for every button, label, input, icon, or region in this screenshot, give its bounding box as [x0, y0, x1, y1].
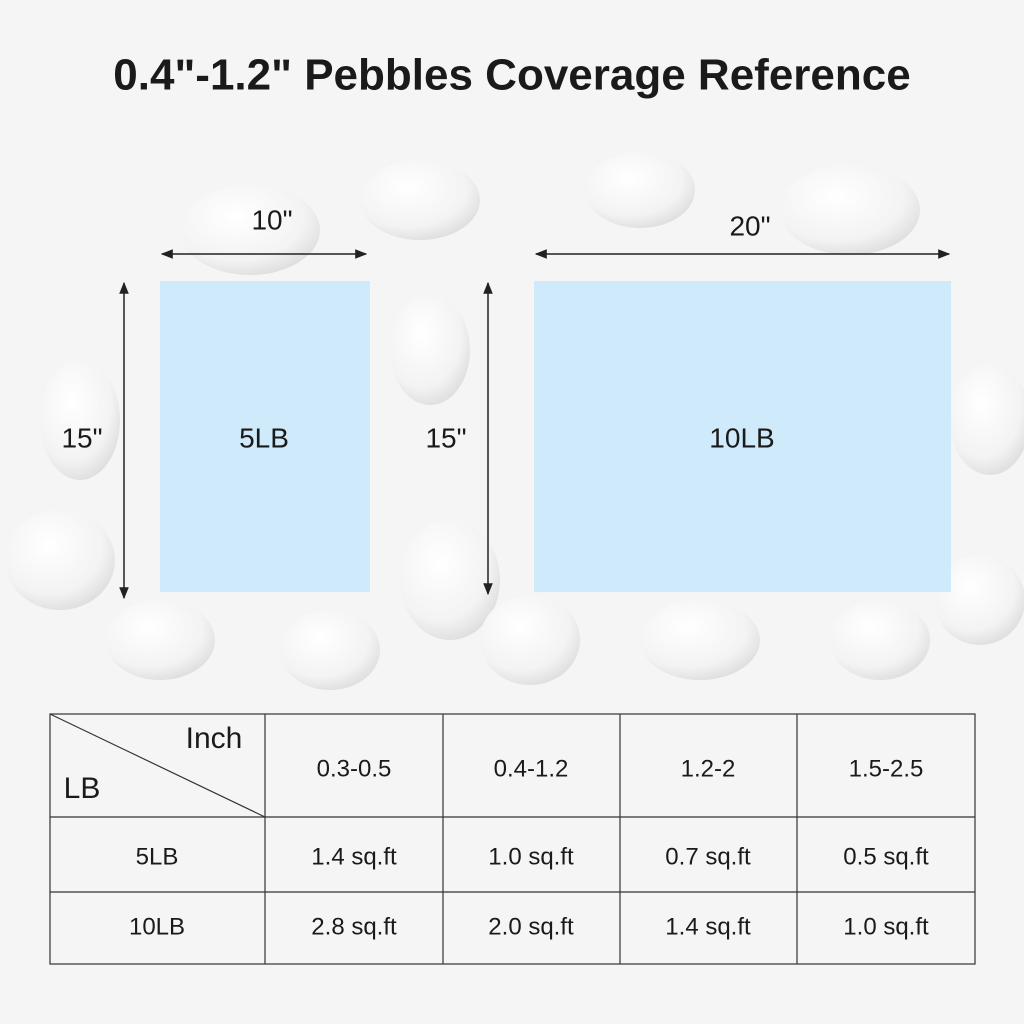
column-header: 1.2-2: [681, 755, 736, 782]
column-header: 1.5-2.5: [849, 755, 924, 782]
weight-label: 5LB: [239, 422, 289, 453]
table-cell: 1.4 sq.ft: [311, 843, 397, 870]
table-cell: 2.0 sq.ft: [488, 913, 574, 940]
column-header: 0.4-1.2: [494, 755, 569, 782]
row-header: 5LB: [136, 843, 179, 870]
table-cell: 2.8 sq.ft: [311, 913, 397, 940]
column-header: 0.3-0.5: [317, 755, 392, 782]
row-header: 10LB: [129, 913, 185, 940]
table-cell: 1.4 sq.ft: [665, 913, 751, 940]
table-cell: 1.0 sq.ft: [488, 843, 574, 870]
table-cell: 1.0 sq.ft: [843, 913, 929, 940]
corner-row-label: LB: [64, 772, 101, 805]
title: 0.4"-1.2" Pebbles Coverage Reference: [113, 51, 910, 100]
width-label: 10": [251, 204, 292, 235]
table-cell: 0.5 sq.ft: [843, 843, 929, 870]
height-label: 15": [61, 422, 102, 453]
weight-label: 10LB: [709, 422, 774, 453]
pebbles: [5, 152, 1024, 690]
coverage-table: [49, 713, 976, 965]
height-label: 15": [425, 422, 466, 453]
coverage-area: [534, 281, 951, 592]
coverage-area: [160, 281, 370, 592]
width-label: 20": [729, 210, 770, 241]
corner-column-label: Inch: [186, 722, 243, 755]
table-cell: 0.7 sq.ft: [665, 843, 751, 870]
